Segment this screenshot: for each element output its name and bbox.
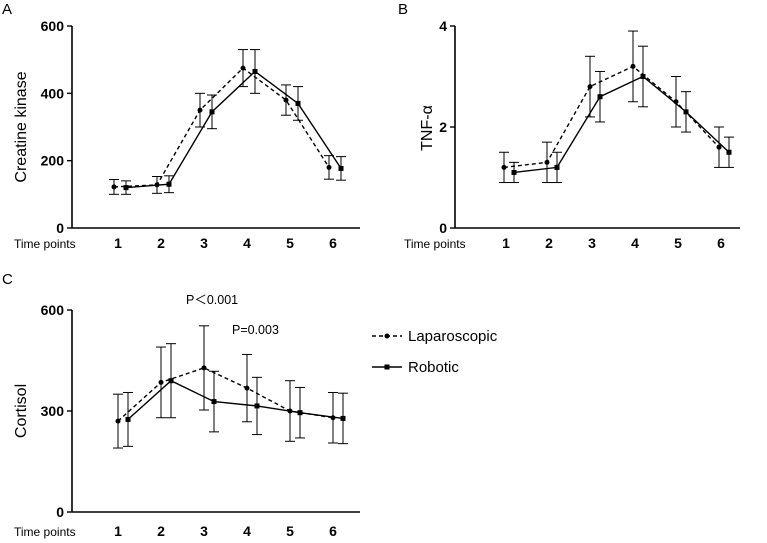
panel-c-robotic-point: [254, 403, 260, 409]
panel-c-robotic-line: [127, 379, 344, 420]
panel-b-ytick-label: 4: [439, 18, 447, 34]
panel-b-robotic-point: [554, 164, 560, 170]
panel-b-laparoscopic-point: [587, 84, 593, 90]
panel-a-laparoscopic-point: [283, 97, 289, 103]
panel-b-robotic-point: [726, 149, 732, 155]
panel-a-ytick-label: 600: [41, 18, 65, 34]
panel-b-xtick-label: 1: [502, 235, 510, 251]
panel-a-ylabel: Creatine kinase: [13, 71, 30, 182]
panel-a-xtick-label: 2: [157, 235, 165, 251]
panel-b-xtick-label: 3: [588, 235, 596, 251]
panel-c-robotic-point: [340, 415, 346, 421]
panel-c-ytick-label: 300: [41, 403, 65, 419]
panel-b-letter: B: [398, 1, 408, 18]
panel-b-xtick-label: 2: [545, 235, 553, 251]
panel-b-robotic-line: [513, 75, 730, 174]
legend: Laparoscopic Robotic: [372, 328, 498, 376]
panel-b-xtick-label: 6: [717, 235, 725, 251]
panel-b-laparoscopic-point: [501, 164, 507, 170]
panel-a-laparoscopic-point: [240, 65, 246, 71]
panel-a: A Creatine kinase Time points: [2, 1, 76, 251]
legend-robotic-label: Robotic: [408, 359, 459, 376]
panel-c-letter: C: [2, 271, 13, 288]
panel-b-marks: 0 2 4 1 2 3 4 5 6: [439, 18, 740, 251]
panel-c-laparoscopic-point: [244, 385, 250, 391]
panel-a-robotic-point: [338, 165, 344, 171]
panel-a-letter: A: [2, 1, 12, 18]
panel-b-ytick-label: 2: [439, 119, 447, 135]
panel-c-robotic-point: [125, 416, 131, 422]
panel-a-laparoscopic-point: [197, 107, 203, 113]
panel-a-ytick-label: 400: [41, 85, 65, 101]
panel-a-xtick-label: 4: [243, 235, 251, 251]
panel-c-robotic-point: [297, 410, 303, 416]
panel-c-marks: 0 300 600 1 2 3 4 5 6: [41, 302, 360, 539]
panel-a-laparoscopic-line: [113, 67, 330, 188]
panel-a-robotic-point: [209, 109, 215, 115]
legend-robotic-marker: [384, 364, 390, 370]
panel-b-ytick-label: 0: [439, 220, 447, 236]
panel-c: C Cortisol Time points P＜0.001 P=0.003: [2, 271, 279, 539]
panel-b-ylabel: TNF-α: [419, 105, 436, 151]
legend-laparoscopic-marker: [384, 333, 390, 339]
panel-c-ytick-label: 0: [56, 504, 64, 520]
panel-c-robotic-point: [211, 399, 217, 405]
panel-a-laparoscopic-point: [326, 164, 332, 170]
panel-a-ytick-label: 200: [41, 153, 65, 169]
panel-a-laparoscopic-point: [111, 184, 117, 190]
panel-c-xlabel: Time points: [14, 525, 76, 539]
panel-c-laparoscopic-point: [115, 418, 121, 424]
panel-a-xtick-label: 1: [114, 235, 122, 251]
panel-c-laparoscopic-point: [201, 365, 207, 371]
panel-c-annotation-2: P=0.003: [232, 323, 279, 337]
panel-b-robotic-point: [640, 74, 646, 79]
panel-c-xtick-label: 2: [157, 523, 165, 539]
panel-b: B TNF-α Time points: [398, 1, 466, 251]
panel-b-laparoscopic-point: [716, 144, 722, 150]
panel-a-xtick-label: 3: [200, 235, 208, 251]
panel-c-xtick-label: 4: [243, 523, 251, 539]
panel-a-robotic-point: [166, 181, 172, 187]
panel-b-laparoscopic-point: [544, 159, 550, 165]
panel-c-ylabel: Cortisol: [13, 384, 30, 438]
panel-b-xtick-label: 4: [631, 235, 639, 251]
panel-c-xtick-label: 5: [286, 523, 294, 539]
panel-a-robotic-point: [123, 185, 129, 191]
panel-a-marks: 0 200 400 600 1 2 3 4 5 6: [41, 18, 360, 251]
panel-a-robotic-point: [295, 100, 301, 106]
panel-c-robotic-point: [168, 378, 174, 384]
legend-laparoscopic-label: Laparoscopic: [408, 328, 498, 345]
panel-a-robotic-line: [125, 70, 342, 189]
panel-a-xtick-label: 5: [286, 235, 294, 251]
panel-b-robotic-point: [511, 169, 517, 175]
panel-b-laparoscopic-point: [630, 63, 636, 69]
panel-b-robotic-point: [597, 94, 603, 100]
panel-b-laparoscopic-line: [503, 65, 720, 169]
panel-a-xtick-label: 6: [329, 235, 337, 251]
panel-c-laparoscopic-point: [158, 379, 164, 385]
panel-b-robotic-point: [683, 109, 689, 115]
panel-c-xtick-label: 3: [200, 523, 208, 539]
panel-a-robotic-point: [252, 68, 258, 74]
panel-c-annotation-1: P＜0.001: [186, 293, 238, 307]
panel-c-xtick-label: 6: [329, 523, 337, 539]
panel-b-xtick-label: 5: [674, 235, 682, 251]
panel-a-ytick-label: 0: [56, 220, 64, 236]
panel-a-xlabel: Time points: [14, 237, 76, 251]
panel-c-ytick-label: 600: [41, 302, 65, 318]
panel-c-xtick-label: 1: [114, 523, 122, 539]
panel-b-xlabel: Time points: [404, 237, 466, 251]
